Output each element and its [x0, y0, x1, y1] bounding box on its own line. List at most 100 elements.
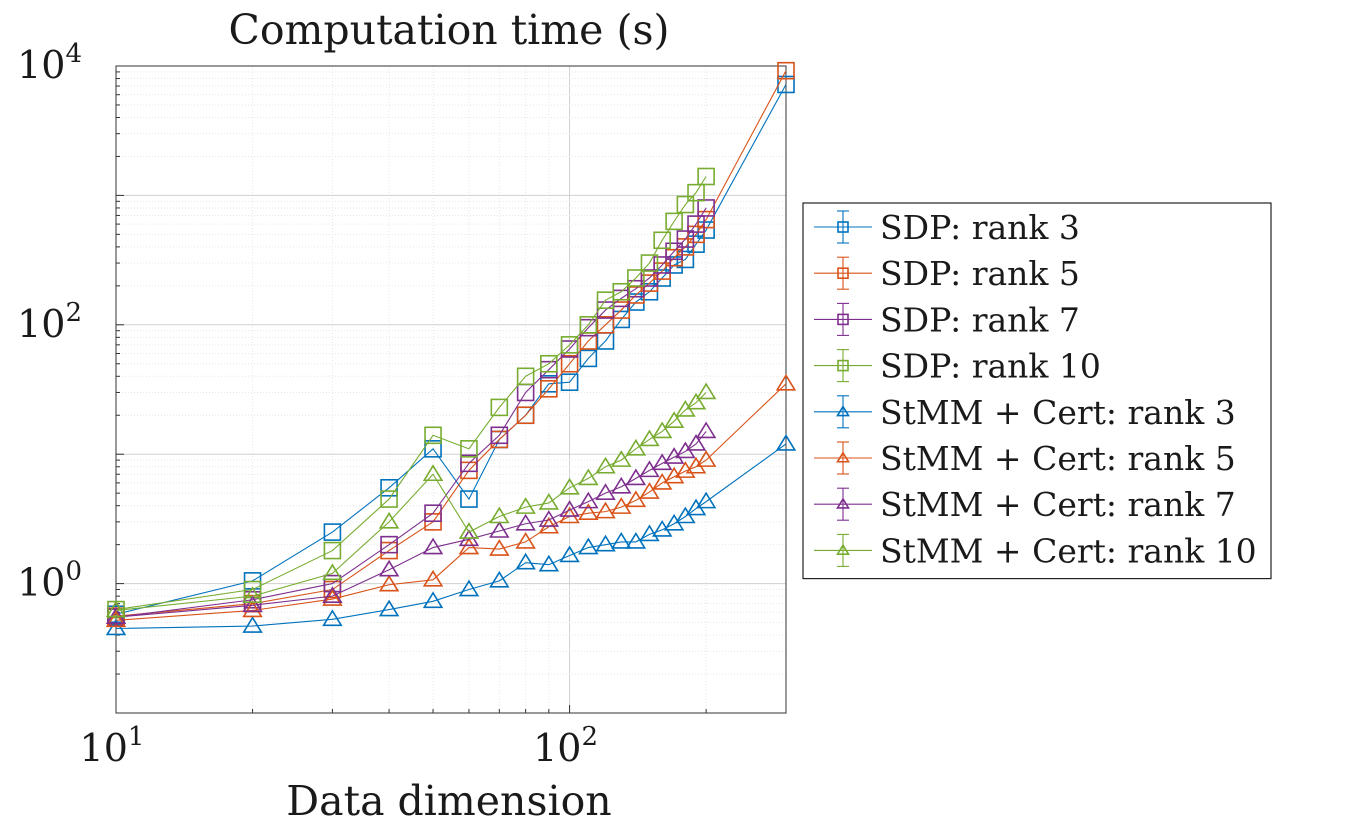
data-point	[640, 269, 659, 287]
data-point	[578, 491, 599, 509]
data-point	[516, 367, 535, 386]
data-point	[596, 315, 615, 334]
series-8	[105, 382, 717, 618]
legend-marker	[836, 497, 850, 509]
data-point	[490, 398, 509, 417]
data-point	[378, 511, 400, 529]
data-point	[611, 450, 632, 467]
data-point	[242, 616, 263, 633]
data-point	[653, 256, 671, 274]
axis-ticks: 101 102 100 102 104	[17, 39, 787, 770]
legend: SDP: rank 3 SDP: rank 5 SDP: rank 7 SDP: ra…	[802, 202, 1272, 580]
data-point	[639, 429, 660, 447]
data-point	[422, 537, 444, 555]
series-line	[115, 431, 707, 618]
data-point	[323, 523, 342, 541]
data-point	[515, 531, 536, 549]
data-point	[695, 421, 717, 439]
data-point	[380, 535, 398, 554]
y-tick-label: 104	[17, 39, 82, 87]
x-tick-label: 101	[80, 722, 145, 770]
legend-item: SDP: rank 3	[814, 208, 1080, 247]
data-point	[665, 212, 683, 231]
data-point	[422, 569, 444, 587]
data-point	[560, 336, 579, 354]
data-point	[579, 349, 598, 368]
data-point	[515, 497, 536, 514]
data-point	[611, 476, 632, 494]
data-point	[458, 537, 480, 555]
data-point	[665, 242, 683, 261]
data-point	[697, 210, 715, 229]
data-point	[595, 501, 616, 519]
legend-label: StMM + Cert: rank 10	[880, 531, 1257, 570]
data-point	[242, 595, 263, 613]
series-5	[105, 434, 797, 636]
data-point	[663, 447, 685, 464]
data-point	[676, 195, 695, 214]
legend-item: SDP: rank 7	[814, 300, 1080, 339]
legend-marker	[837, 359, 849, 372]
data-point	[627, 279, 645, 298]
data-point	[685, 434, 707, 451]
data-point	[611, 531, 632, 549]
data-point	[560, 373, 579, 392]
data-point	[424, 440, 442, 458]
data-point	[424, 426, 442, 445]
legend-item: StMM + Cert: rank 3	[814, 393, 1236, 432]
legend-label: SDP: rank 7	[880, 300, 1080, 339]
data-point	[595, 534, 616, 552]
data-point	[538, 554, 560, 572]
data-point	[663, 411, 685, 428]
data-point	[697, 221, 715, 239]
data-point	[639, 482, 660, 499]
data-point	[625, 490, 647, 508]
data-point	[578, 537, 599, 555]
data-point	[695, 382, 717, 400]
data-point	[697, 199, 715, 217]
data-point	[685, 392, 707, 410]
data-point	[242, 586, 263, 603]
legend-marker	[836, 543, 850, 555]
data-point	[458, 522, 480, 539]
data-point	[695, 450, 717, 467]
data-point	[422, 464, 444, 482]
data-point	[777, 61, 795, 80]
data-point	[515, 513, 536, 531]
legend-item: StMM + Cert: rank 7	[814, 485, 1236, 524]
data-point	[651, 421, 673, 439]
data-point	[559, 545, 580, 563]
data-point	[378, 574, 400, 592]
legend-marker	[837, 221, 849, 233]
data-point	[489, 506, 510, 524]
series-line	[115, 443, 787, 630]
data-point	[489, 570, 510, 588]
data-point	[460, 440, 478, 458]
data-point	[489, 539, 510, 556]
data-point	[538, 493, 560, 510]
data-point	[460, 490, 478, 508]
data-point	[540, 354, 558, 373]
data-point	[490, 426, 509, 445]
data-point	[322, 589, 343, 606]
data-point	[627, 269, 645, 287]
data-point	[378, 599, 400, 617]
data-point	[596, 301, 615, 319]
legend-label: SDP: rank 3	[880, 208, 1080, 247]
data-point	[640, 254, 659, 272]
data-point	[378, 559, 400, 577]
series-7	[105, 421, 717, 624]
data-point	[676, 230, 695, 248]
data-point	[460, 454, 478, 473]
legend-item: StMM + Cert: rank 10	[814, 531, 1257, 570]
data-point	[515, 552, 536, 570]
data-point	[105, 600, 127, 618]
data-point	[687, 225, 705, 244]
y-tick-label: 100	[17, 557, 82, 605]
legend-marker	[837, 267, 849, 280]
data-point	[612, 282, 631, 301]
x-tick-label: 102	[533, 722, 598, 770]
data-point	[458, 579, 480, 597]
data-point	[323, 541, 342, 560]
